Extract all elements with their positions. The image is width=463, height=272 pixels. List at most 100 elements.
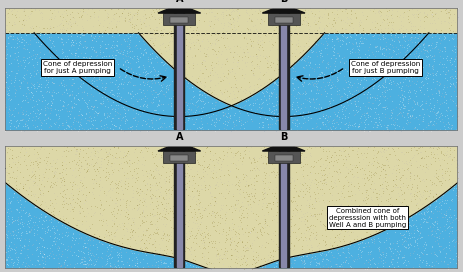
Point [286,18,293,22]
Point [121,120,129,125]
Point [392,168,399,172]
Point [337,7,344,11]
Point [384,149,392,153]
Point [110,186,117,190]
Point [260,181,267,186]
Point [177,249,184,254]
Point [24,264,31,269]
Point [344,99,352,104]
Point [77,61,84,65]
Point [182,261,190,265]
Point [90,167,98,172]
Point [440,36,448,41]
Point [438,101,445,106]
Point [103,223,110,227]
Point [27,84,34,89]
Point [397,29,404,34]
Point [355,122,363,127]
Point [413,165,420,169]
Point [368,233,375,237]
Point [139,228,146,233]
Point [392,230,399,235]
Point [251,191,258,195]
Point [228,89,235,94]
Point [94,14,102,18]
Point [343,100,350,104]
Point [185,107,192,111]
Point [267,63,274,67]
Point [35,82,42,86]
Point [138,20,145,24]
Point [367,221,374,226]
Point [374,232,381,236]
Point [321,89,328,94]
Point [304,32,312,36]
Point [346,233,354,238]
Point [308,245,315,249]
Point [290,47,297,51]
Point [112,25,119,29]
Point [116,167,124,172]
Point [271,80,278,85]
Point [171,246,179,250]
Point [166,158,173,162]
Point [444,121,451,125]
Point [443,245,450,249]
Point [282,76,290,80]
Point [242,90,250,94]
Point [300,260,308,264]
Point [6,156,13,160]
Point [300,254,307,258]
Point [41,225,48,230]
Point [21,266,29,271]
Point [174,84,181,88]
Point [56,261,63,266]
Point [216,243,224,248]
Point [172,231,180,236]
Point [55,252,63,256]
Point [221,177,229,181]
Point [149,116,156,120]
Point [327,146,335,150]
Point [442,21,449,26]
Point [410,100,418,104]
Point [17,150,25,154]
Point [94,200,101,204]
Point [447,174,455,178]
Point [132,165,139,170]
Point [412,57,419,62]
Point [216,256,223,261]
Point [297,215,305,219]
Point [375,246,382,250]
Point [10,191,17,195]
Point [341,183,348,188]
Point [251,168,258,172]
Point [198,71,205,76]
Point [167,240,174,245]
Point [21,255,28,260]
Point [257,8,264,12]
Point [287,36,294,41]
Point [349,203,356,207]
Point [347,162,354,166]
Point [190,44,197,49]
Point [325,217,332,221]
Point [170,159,178,164]
Point [425,146,433,150]
Point [88,38,96,42]
Point [423,48,430,52]
Point [283,42,291,47]
Point [274,144,282,149]
Point [194,228,202,233]
Point [175,189,182,193]
Point [443,226,450,230]
Point [400,202,407,207]
Point [315,185,322,190]
Point [74,30,81,35]
Point [129,34,136,38]
Point [78,96,86,100]
Point [156,21,163,25]
Point [290,199,297,203]
Point [422,144,430,149]
Point [299,261,306,266]
